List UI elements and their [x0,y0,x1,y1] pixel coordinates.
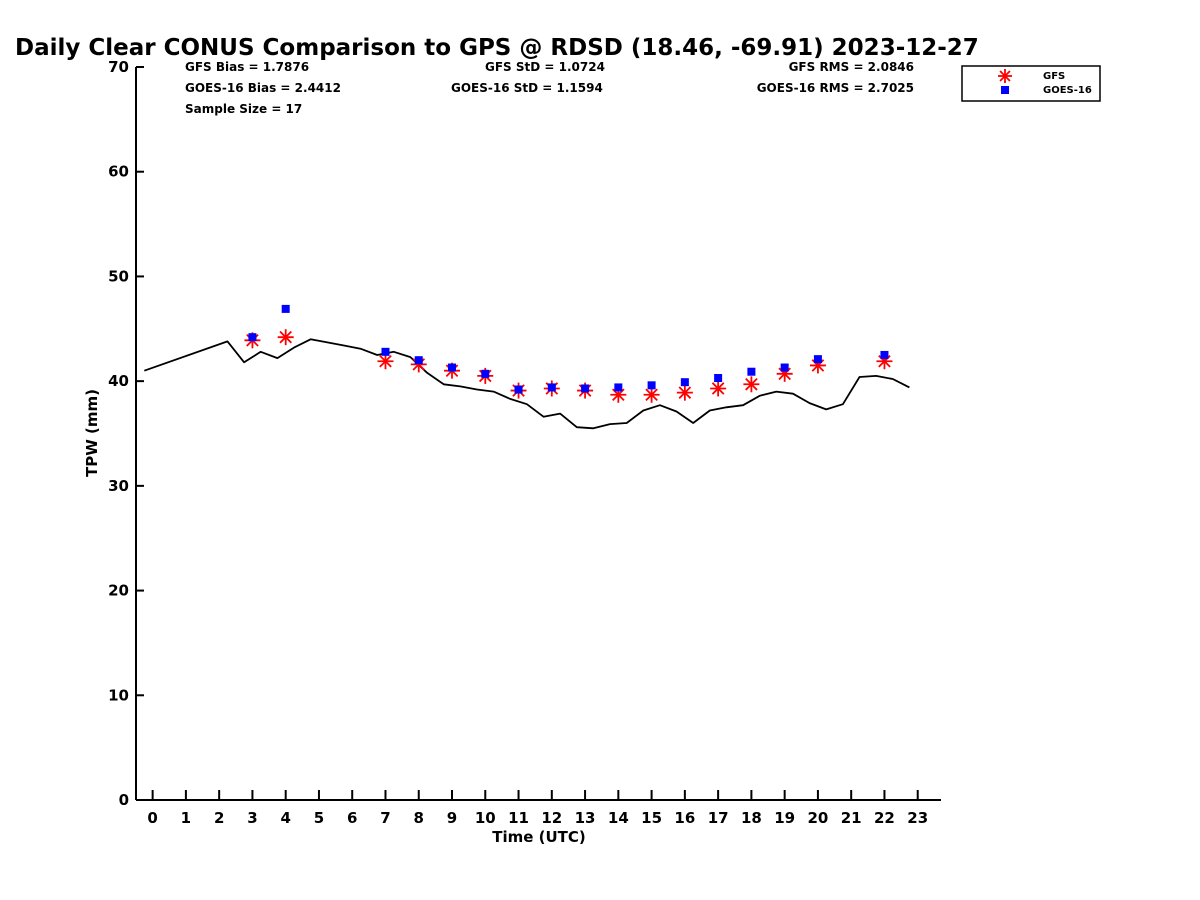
goes-point [281,304,290,313]
goes-point [880,350,889,359]
goes-point [381,347,390,356]
x-tick-label: 16 [674,809,695,827]
gfs-point [377,353,394,370]
x-tick-label: 0 [147,809,157,827]
legend-goes-square [1001,86,1009,94]
goes-point [581,384,590,393]
x-axis-label: Time (UTC) [492,828,586,846]
y-axis-label: TPW (mm) [83,389,101,477]
x-tick-label: 22 [874,809,895,827]
chart-title: Daily Clear CONUS Comparison to GPS @ RD… [15,35,979,61]
x-tick-label: 21 [841,809,862,827]
goes-point [714,374,723,383]
goes-point [747,367,756,376]
x-tick-label: 17 [708,809,729,827]
y-tick-label: 30 [108,477,129,495]
x-tick-label: 14 [608,809,629,827]
goes-point [414,356,423,365]
y-axis-ticks: 0 10 20 30 40 50 60 70 [108,58,144,809]
legend-goes-label: GOES-16 [1043,85,1092,96]
y-tick-label: 40 [108,372,129,390]
goes-point [614,383,623,392]
gfs-point [710,380,727,397]
y-tick-label: 10 [108,686,129,704]
gfs-point [277,329,294,346]
goes-point [248,333,257,342]
x-tick-label: 9 [447,809,457,827]
gps-series [144,338,910,430]
x-tick-label: 20 [807,809,828,827]
x-tick-label: 2 [214,809,224,827]
legend-box [961,65,1101,102]
x-tick-label: 5 [314,809,324,827]
y-tick-label: 50 [108,267,129,285]
legend-gfs-marker [998,69,1012,83]
stat-goes-rms: GOES-16 RMS = 2.7025 [757,81,914,95]
legend-gfs-label: GFS [1043,71,1065,82]
gfs-point [743,376,760,393]
goes-point [780,363,789,372]
x-tick-label: 1 [181,809,191,827]
gfs-point [643,386,660,403]
y-tick-label: 60 [108,163,129,181]
x-tick-label: 19 [774,809,795,827]
x-tick-label: 10 [475,809,496,827]
x-tick-label: 8 [414,809,424,827]
x-tick-label: 13 [575,809,596,827]
stat-sample-size: Sample Size = 17 [185,102,302,116]
legend-goes-marker [1001,86,1009,94]
x-tick-label: 23 [907,809,928,827]
stat-goes-std: GOES-16 StD = 1.1594 [451,81,603,95]
y-tick-label: 0 [119,791,129,809]
x-tick-label: 12 [541,809,562,827]
plot-axes [135,67,941,801]
stat-gfs-rms: GFS RMS = 2.0846 [789,60,914,74]
x-tick-label: 3 [247,809,257,827]
stat-gfs-bias: GFS Bias = 1.7876 [185,60,309,74]
y-tick-label: 70 [108,58,129,76]
goes-point [813,355,822,364]
x-tick-label: 15 [641,809,662,827]
stat-goes-bias: GOES-16 Bias = 2.4412 [185,81,341,95]
goes-point [647,381,656,390]
y-tick-label: 20 [108,582,129,600]
x-axis-ticks: 0 1 2 3 4 5 6 7 8 9 10 11 12 13 14 15 16 17 18 19 20 21 22 23 [147,790,928,827]
x-tick-label: 7 [380,809,390,827]
goes-point [514,385,523,394]
model-series-markers [244,304,893,403]
goes-point [481,369,490,378]
x-tick-label: 11 [508,809,529,827]
x-tick-label: 6 [347,809,357,827]
gfs-point [676,384,693,401]
goes-point [547,383,556,392]
stat-gfs-std: GFS StD = 1.0724 [485,60,605,74]
x-tick-label: 4 [280,809,290,827]
gps-line [144,338,910,430]
x-tick-label: 18 [741,809,762,827]
goes-point [680,378,689,387]
legend: GFS GOES-16 [961,65,1101,102]
goes-point [448,363,457,372]
legend-gfs-asterisk [998,69,1012,83]
